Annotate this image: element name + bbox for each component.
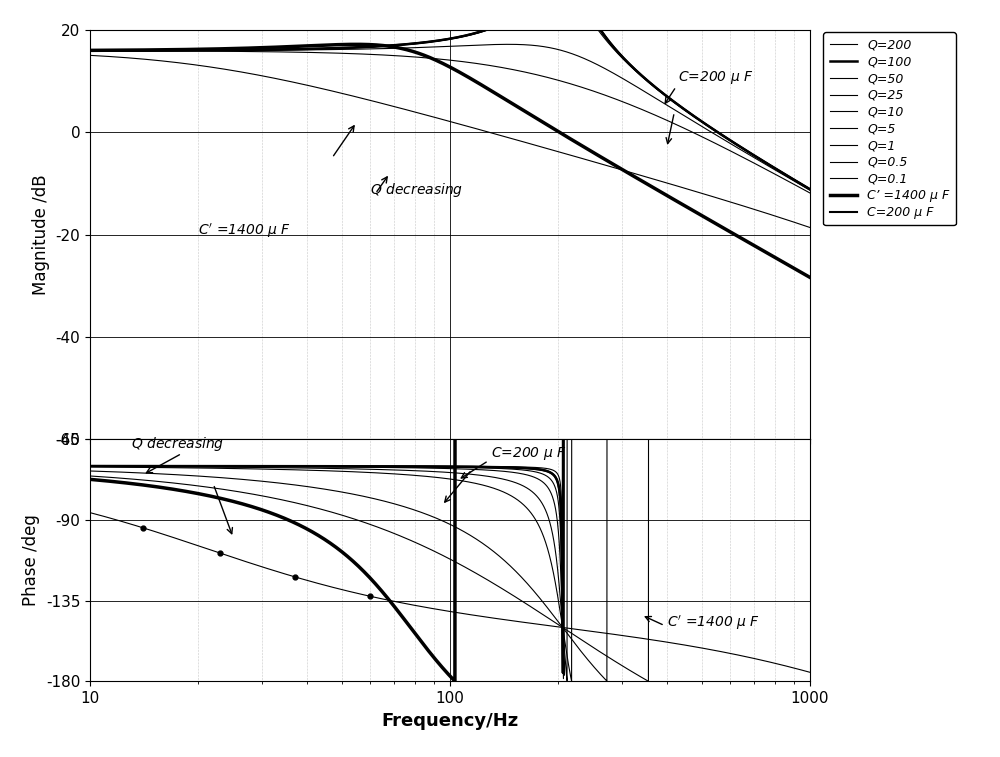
Text: $C$=200 μ F: $C$=200 μ F [678,70,754,86]
Text: $C'$ =1400 μ F: $C'$ =1400 μ F [667,614,760,632]
Text: $Q$ decreasing: $Q$ decreasing [370,181,463,199]
X-axis label: Frequency/Hz: Frequency/Hz [381,712,519,730]
Text: $C$=200 μ F: $C$=200 μ F [491,445,567,462]
Text: $Q$ decreasing: $Q$ decreasing [131,435,224,453]
Y-axis label: Magnitude /dB: Magnitude /dB [32,174,50,295]
Y-axis label: Phase /deg: Phase /deg [22,514,40,606]
Text: $C'$ =1400 μ F: $C'$ =1400 μ F [198,222,291,240]
Legend: Q=200, Q=100, Q=50, Q=25, Q=10, Q=5, Q=1, Q=0.5, Q=0.1, C’ =1400 μ F, C=200 μ F: Q=200, Q=100, Q=50, Q=25, Q=10, Q=5, Q=1… [823,33,956,226]
